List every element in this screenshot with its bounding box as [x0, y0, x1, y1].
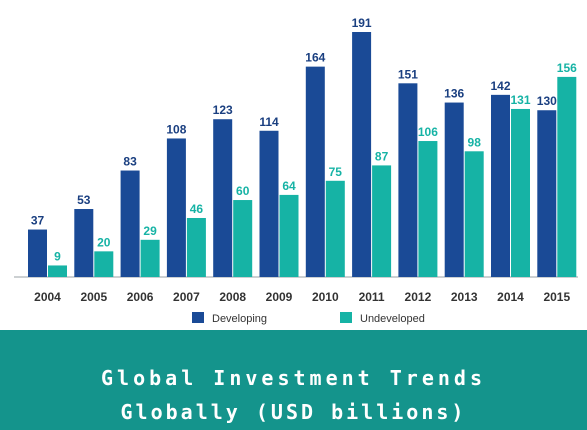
- x-tick-label-2005: 2005: [80, 290, 107, 304]
- x-tick-label-2007: 2007: [173, 290, 200, 304]
- data-label-developing-2009: 114: [259, 115, 279, 129]
- data-label-undeveloped-2008: 60: [236, 184, 250, 198]
- bar-undeveloped-2009: [279, 194, 299, 277]
- data-label-developing-2013: 136: [444, 87, 464, 101]
- data-label-undeveloped-2011: 87: [375, 149, 389, 163]
- legend-swatch-developing: [192, 312, 204, 323]
- legend-label-undeveloped: Undeveloped: [360, 313, 425, 325]
- x-tick-label-2014: 2014: [497, 290, 524, 304]
- plot-area: 37 9 2004 53 20 2005 83 29 2006 108 46 2007 123 60 200…: [14, 16, 578, 304]
- x-tick-label-2013: 2013: [451, 290, 478, 304]
- bar-undeveloped-2012: [418, 141, 438, 277]
- legend: Developing Undeveloped: [192, 312, 425, 325]
- bar-developing-2005: [74, 209, 94, 277]
- banner-title-line-2: Globally (USD billions): [120, 400, 467, 424]
- data-label-undeveloped-2007: 46: [190, 202, 204, 216]
- bar-developing-2004: [28, 229, 47, 277]
- bar-undeveloped-2005: [94, 251, 114, 277]
- x-tick-label-2004: 2004: [34, 290, 61, 304]
- data-label-developing-2010: 164: [305, 51, 325, 65]
- bar-developing-2006: [120, 170, 140, 277]
- data-label-developing-2005: 53: [77, 193, 91, 207]
- title-banner: Global Investment Trends Globally (USD b…: [0, 330, 587, 430]
- bar-developing-2012: [398, 83, 418, 277]
- legend-swatch-undeveloped: [340, 312, 352, 323]
- bar-developing-2007: [166, 138, 186, 277]
- bar-undeveloped-2013: [464, 151, 484, 277]
- x-tick-label-2006: 2006: [127, 290, 154, 304]
- data-label-undeveloped-2015: 156: [557, 61, 577, 75]
- data-label-undeveloped-2005: 20: [97, 235, 111, 249]
- data-label-developing-2015: 130: [537, 94, 557, 108]
- data-label-developing-2006: 83: [123, 155, 137, 169]
- data-label-developing-2014: 142: [490, 79, 510, 93]
- x-tick-label-2011: 2011: [359, 290, 385, 304]
- banner-title-line-1: Global Investment Trends: [101, 366, 486, 390]
- x-tick-label-2012: 2012: [405, 290, 432, 304]
- bar-developing-2011: [352, 32, 372, 277]
- data-label-developing-2004: 37: [31, 214, 45, 228]
- bar-developing-2009: [259, 130, 279, 277]
- bar-undeveloped-2015: [557, 76, 577, 277]
- data-label-developing-2012: 151: [398, 67, 418, 81]
- data-label-undeveloped-2013: 98: [468, 135, 482, 149]
- data-label-undeveloped-2010: 75: [329, 165, 343, 179]
- data-label-developing-2011: 191: [352, 16, 372, 30]
- bar-developing-2015: [537, 110, 557, 278]
- bar-undeveloped-2010: [325, 180, 345, 277]
- bar-developing-2013: [444, 102, 464, 277]
- bar-undeveloped-2014: [511, 108, 530, 277]
- data-label-undeveloped-2004: 9: [54, 249, 61, 263]
- bar-chart: 37 9 2004 53 20 2005 83 29 2006 108 46 2007 123 60 200…: [14, 16, 578, 325]
- bar-developing-2008: [213, 119, 233, 277]
- legend-label-developing: Developing: [212, 313, 267, 325]
- data-label-developing-2007: 108: [166, 122, 186, 136]
- data-label-undeveloped-2012: 106: [418, 125, 438, 139]
- x-tick-label-2008: 2008: [219, 290, 246, 304]
- bar-undeveloped-2007: [186, 217, 206, 277]
- data-label-undeveloped-2014: 131: [510, 93, 530, 107]
- bar-developing-2014: [491, 94, 510, 278]
- bar-undeveloped-2008: [233, 200, 253, 277]
- x-tick-label-2015: 2015: [543, 290, 570, 304]
- bar-undeveloped-2004: [48, 265, 67, 277]
- x-tick-label-2010: 2010: [312, 290, 339, 304]
- bar-developing-2010: [305, 66, 325, 277]
- data-label-developing-2008: 123: [213, 103, 233, 117]
- bar-undeveloped-2006: [140, 239, 160, 277]
- x-tick-label-2009: 2009: [266, 290, 293, 304]
- bar-undeveloped-2011: [372, 165, 392, 277]
- data-label-undeveloped-2009: 64: [282, 179, 296, 193]
- data-label-undeveloped-2006: 29: [143, 224, 157, 238]
